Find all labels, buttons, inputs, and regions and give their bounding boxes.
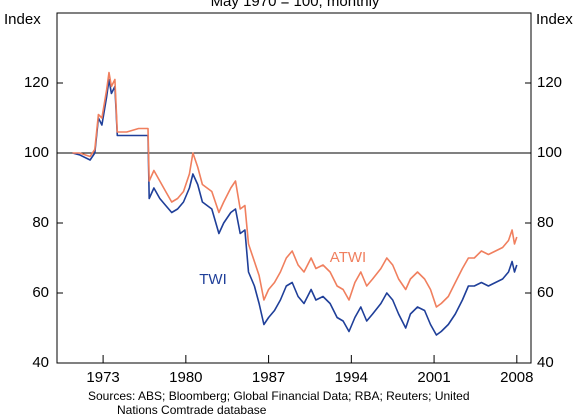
- chart-subtitle: May 1970 = 100; monthly: [211, 0, 380, 10]
- y-tick-label: 80: [32, 214, 49, 231]
- x-tick-label: 1973: [86, 369, 119, 386]
- y-axis-label-left: Index: [4, 11, 41, 28]
- plot-frame: [56, 12, 532, 364]
- x-tick-label: 2001: [417, 369, 450, 386]
- source-line: Sources: ABS; Bloomberg; Global Financia…: [88, 389, 470, 403]
- y-tick-label: 40: [32, 354, 49, 371]
- series-label: ATWI: [330, 249, 366, 266]
- y-tick-label: 100: [537, 144, 562, 161]
- y-tick-label: 40: [537, 354, 554, 371]
- y-tick-label: 120: [24, 74, 49, 91]
- x-tick-label: 2008: [500, 369, 533, 386]
- y-tick-label: 80: [537, 214, 554, 231]
- y-tick-label: 60: [537, 284, 554, 301]
- series-label: TWI: [199, 271, 227, 288]
- x-tick-label: 1980: [169, 369, 202, 386]
- source-line: Nations Comtrade database: [117, 403, 267, 417]
- series-line: [72, 78, 518, 336]
- x-tick-label: 1994: [335, 369, 368, 386]
- series-line: [72, 71, 518, 308]
- x-tick-label: 1987: [252, 369, 285, 386]
- y-tick-label: 100: [24, 144, 49, 161]
- y-axis-label-right: Index: [536, 11, 573, 28]
- y-tick-label: 60: [32, 284, 49, 301]
- y-tick-label: 120: [537, 74, 562, 91]
